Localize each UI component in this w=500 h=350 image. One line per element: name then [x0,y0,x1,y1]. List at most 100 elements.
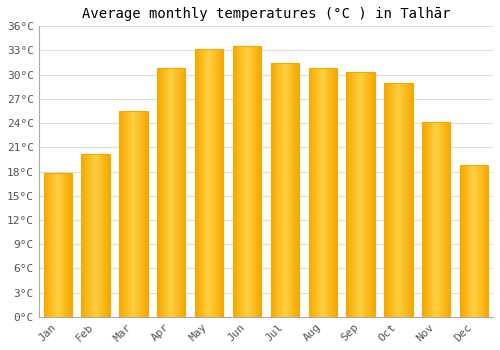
Bar [479,165,480,317]
Bar [426,121,427,317]
Bar [134,111,136,317]
Bar [256,47,258,317]
Bar [247,47,248,317]
Bar [316,68,317,317]
Bar [60,173,62,317]
Bar [90,154,91,317]
Bar [246,47,247,317]
Bar [108,154,109,317]
Bar [292,63,294,317]
Bar [238,47,240,317]
Bar [385,83,386,317]
Bar [351,72,352,317]
Bar [320,68,321,317]
Bar [197,49,198,317]
Bar [172,68,173,317]
Bar [272,63,274,317]
Bar [331,68,332,317]
Bar [369,72,370,317]
Bar [243,47,244,317]
Bar [437,121,438,317]
Bar [294,63,296,317]
Bar [157,68,186,317]
Bar [62,173,64,317]
Bar [473,165,474,317]
Bar [91,154,92,317]
Bar [128,111,130,317]
Bar [366,72,367,317]
Bar [119,111,120,317]
Bar [322,68,324,317]
Bar [312,68,313,317]
Bar [179,68,180,317]
Bar [368,72,369,317]
Bar [324,68,326,317]
Bar [214,49,215,317]
Bar [168,68,170,317]
Bar [86,154,87,317]
Bar [310,68,312,317]
Bar [52,173,53,317]
Bar [472,165,473,317]
Bar [213,49,214,317]
Bar [308,68,337,317]
Bar [279,63,280,317]
Bar [349,72,350,317]
Bar [89,154,90,317]
Bar [486,165,488,317]
Bar [357,72,358,317]
Bar [409,83,410,317]
Bar [270,63,299,317]
Bar [157,68,158,317]
Bar [212,49,213,317]
Bar [388,83,389,317]
Bar [373,72,374,317]
Bar [352,72,353,317]
Bar [180,68,181,317]
Bar [392,83,394,317]
Bar [387,83,388,317]
Bar [69,173,70,317]
Bar [96,154,98,317]
Bar [384,83,385,317]
Bar [482,165,484,317]
Bar [198,49,200,317]
Bar [466,165,468,317]
Bar [88,154,89,317]
Bar [434,121,436,317]
Bar [137,111,138,317]
Bar [245,47,246,317]
Bar [146,111,148,317]
Bar [233,47,261,317]
Bar [104,154,105,317]
Bar [195,49,196,317]
Bar [290,63,292,317]
Bar [285,63,286,317]
Bar [348,72,349,317]
Bar [336,68,337,317]
Bar [276,63,278,317]
Bar [280,63,281,317]
Bar [56,173,57,317]
Bar [408,83,409,317]
Bar [162,68,163,317]
Bar [328,68,330,317]
Bar [448,121,450,317]
Bar [92,154,94,317]
Bar [308,68,310,317]
Bar [145,111,146,317]
Bar [123,111,124,317]
Bar [394,83,396,317]
Bar [484,165,486,317]
Bar [102,154,103,317]
Bar [297,63,298,317]
Bar [124,111,125,317]
Bar [141,111,142,317]
Bar [370,72,371,317]
Bar [470,165,472,317]
Bar [287,63,288,317]
Bar [346,72,348,317]
Bar [481,165,482,317]
Bar [333,68,334,317]
Bar [298,63,299,317]
